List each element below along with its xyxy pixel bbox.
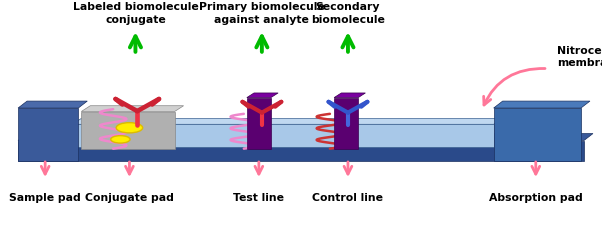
Circle shape [116, 123, 143, 133]
Polygon shape [494, 102, 590, 109]
Polygon shape [18, 141, 584, 162]
Polygon shape [494, 109, 581, 162]
Circle shape [111, 136, 130, 143]
Polygon shape [247, 98, 271, 149]
Polygon shape [247, 94, 278, 98]
Text: Sample pad: Sample pad [9, 192, 81, 202]
Polygon shape [72, 125, 494, 148]
Polygon shape [72, 119, 503, 125]
Polygon shape [334, 94, 365, 98]
Polygon shape [81, 106, 184, 112]
Polygon shape [81, 112, 175, 149]
Polygon shape [18, 134, 593, 141]
Text: Control line: Control line [312, 192, 383, 202]
Text: Test line: Test line [234, 192, 284, 202]
Text: Absorption pad: Absorption pad [489, 192, 583, 202]
Polygon shape [334, 98, 358, 149]
Text: Nitrocellulose
membrane: Nitrocellulose membrane [557, 46, 602, 68]
Text: Conjugate pad: Conjugate pad [85, 192, 174, 202]
Text: Labeled biomolecule
conjugate: Labeled biomolecule conjugate [73, 2, 198, 25]
Polygon shape [18, 102, 87, 109]
Polygon shape [18, 109, 78, 162]
Text: Secondary
biomolecule: Secondary biomolecule [311, 2, 385, 25]
Text: Primary biomolecule
against analyte: Primary biomolecule against analyte [199, 2, 324, 25]
